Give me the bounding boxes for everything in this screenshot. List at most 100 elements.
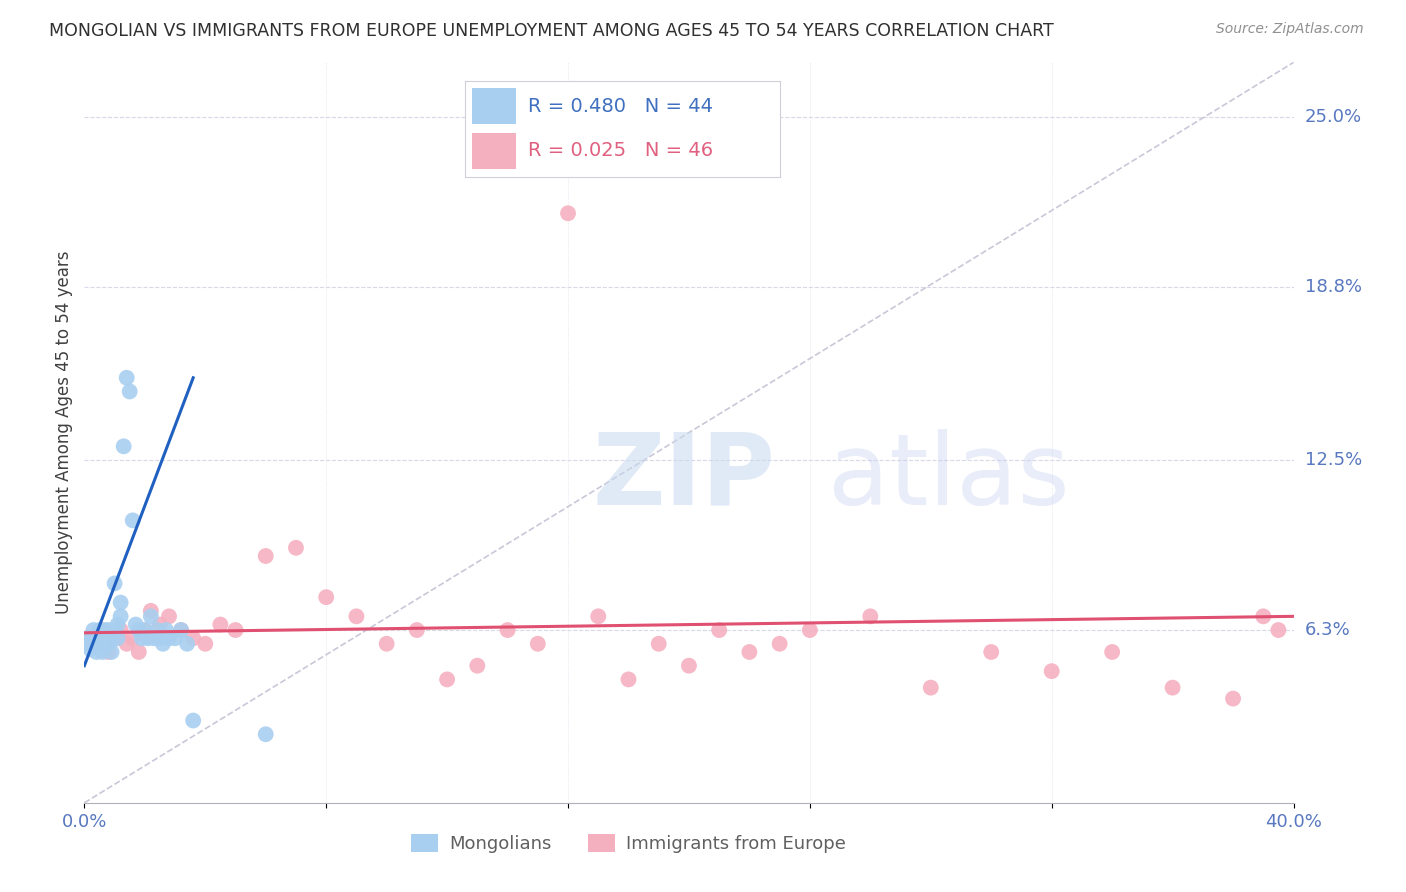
Point: [86, 632, 108, 646]
Point: [152, 637, 174, 651]
Point: [94, 623, 117, 637]
Point: [125, 617, 148, 632]
Text: Source: ZipAtlas.com: Source: ZipAtlas.com: [1216, 22, 1364, 37]
Text: 12.5%: 12.5%: [1305, 451, 1362, 469]
Point: [799, 623, 821, 637]
Point: [254, 727, 277, 741]
Point: [980, 645, 1002, 659]
Point: [91, 645, 114, 659]
Point: [209, 617, 232, 632]
Text: 6.3%: 6.3%: [1305, 621, 1350, 639]
Point: [86, 637, 108, 651]
Point: [157, 609, 180, 624]
Point: [436, 673, 458, 687]
Point: [121, 513, 143, 527]
Point: [406, 623, 429, 637]
Point: [110, 623, 132, 637]
Point: [134, 623, 156, 637]
Point: [94, 637, 117, 651]
Point: [118, 384, 141, 399]
Point: [89, 637, 111, 651]
Point: [157, 632, 180, 646]
Point: [115, 371, 138, 385]
Point: [128, 623, 150, 637]
Point: [1040, 664, 1063, 678]
Point: [1253, 609, 1275, 624]
Point: [769, 637, 792, 651]
Text: atlas: atlas: [828, 428, 1070, 525]
Point: [165, 632, 187, 646]
Point: [1222, 691, 1244, 706]
Point: [149, 632, 172, 646]
Point: [139, 604, 162, 618]
Point: [1267, 623, 1289, 637]
Point: [79, 632, 101, 646]
Point: [97, 637, 120, 651]
Point: [134, 623, 156, 637]
Point: [467, 658, 489, 673]
Point: [315, 590, 337, 604]
Point: [557, 206, 579, 220]
Point: [709, 623, 731, 637]
Text: 25.0%: 25.0%: [1305, 108, 1362, 127]
Point: [91, 632, 114, 646]
Point: [920, 681, 942, 695]
Point: [181, 714, 204, 728]
Point: [375, 637, 398, 651]
Point: [496, 623, 519, 637]
Point: [107, 632, 129, 646]
Point: [194, 637, 217, 651]
Point: [86, 645, 108, 659]
Text: ZIP: ZIP: [592, 428, 775, 525]
Point: [97, 645, 120, 659]
Point: [617, 673, 640, 687]
Point: [110, 596, 132, 610]
Point: [176, 637, 198, 651]
Point: [82, 623, 104, 637]
Point: [346, 609, 368, 624]
Point: [588, 609, 610, 624]
Point: [112, 439, 135, 453]
Point: [285, 541, 308, 555]
Text: 18.8%: 18.8%: [1305, 278, 1361, 296]
Point: [100, 645, 122, 659]
Point: [181, 632, 204, 646]
Point: [128, 645, 150, 659]
Point: [738, 645, 761, 659]
Point: [136, 632, 159, 646]
Point: [107, 617, 129, 632]
Point: [91, 623, 114, 637]
Text: MONGOLIAN VS IMMIGRANTS FROM EUROPE UNEMPLOYMENT AMONG AGES 45 TO 54 YEARS CORRE: MONGOLIAN VS IMMIGRANTS FROM EUROPE UNEM…: [49, 22, 1054, 40]
Point: [678, 658, 700, 673]
Point: [859, 609, 882, 624]
Point: [225, 623, 247, 637]
Point: [155, 623, 177, 637]
Point: [648, 637, 671, 651]
Point: [110, 609, 132, 624]
Point: [139, 609, 162, 624]
Point: [170, 623, 193, 637]
Point: [79, 632, 101, 646]
Point: [131, 632, 153, 646]
Point: [104, 576, 127, 591]
Point: [82, 637, 104, 651]
Point: [104, 632, 127, 646]
Y-axis label: Unemployment Among Ages 45 to 54 years: Unemployment Among Ages 45 to 54 years: [55, 251, 73, 615]
Point: [170, 623, 193, 637]
Point: [76, 637, 98, 651]
Legend: Mongolians, Immigrants from Europe: Mongolians, Immigrants from Europe: [404, 827, 853, 861]
Point: [121, 632, 143, 646]
Point: [79, 642, 101, 657]
Point: [115, 637, 138, 651]
Point: [1101, 645, 1123, 659]
Point: [254, 549, 277, 563]
Point: [527, 637, 550, 651]
Point: [100, 632, 122, 646]
Point: [149, 617, 172, 632]
Point: [1161, 681, 1184, 695]
Point: [89, 623, 111, 637]
Point: [146, 623, 169, 637]
Point: [97, 623, 120, 637]
Point: [142, 632, 165, 646]
Point: [104, 623, 127, 637]
